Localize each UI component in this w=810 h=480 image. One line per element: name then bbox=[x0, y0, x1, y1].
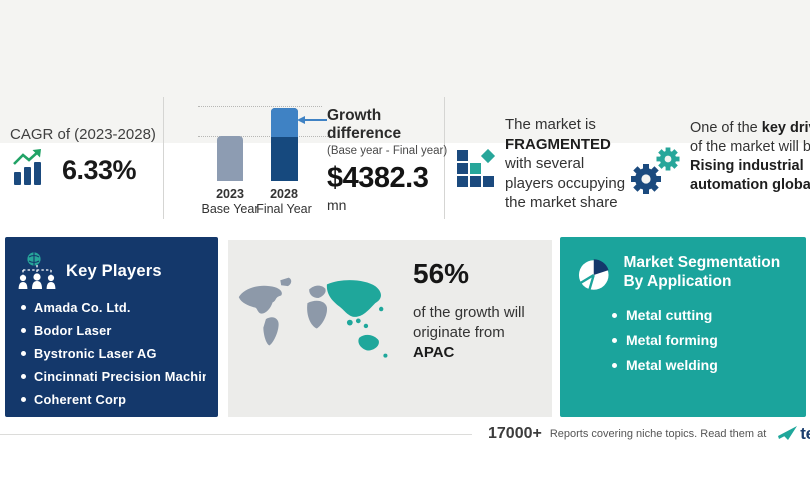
scattered-squares-icon bbox=[457, 149, 496, 187]
growth-difference-arrow-icon bbox=[297, 115, 327, 124]
segmentation-item: Metal forming bbox=[612, 332, 794, 348]
regional-growth-text: 56% of the growth will originate from AP… bbox=[413, 258, 541, 363]
top-stats-row bbox=[0, 0, 810, 143]
segmentation-title: Market Segmentation By Application bbox=[623, 254, 781, 290]
reference-line-2028 bbox=[198, 106, 322, 107]
cagr-value: 6.33% bbox=[62, 155, 137, 185]
apac-growth-percent: 56% bbox=[413, 258, 470, 289]
apac-highlight: APAC bbox=[413, 344, 455, 361]
bar-2028-label: 2028 Final Year bbox=[256, 187, 312, 216]
bar-2028 bbox=[271, 108, 298, 181]
technavio-logo: technavio bbox=[778, 424, 810, 444]
bar-chart-trend-up-icon bbox=[13, 149, 41, 185]
growth-difference-value: $4382.3 bbox=[327, 162, 429, 194]
pie-chart-icon bbox=[578, 259, 609, 291]
driver-highlight-1: key drivers bbox=[761, 120, 810, 136]
gears-icon bbox=[631, 147, 680, 194]
market-fragmentation-text: The market is FRAGMENTED with several pl… bbox=[505, 116, 626, 211]
segmentation-list: Metal cutting Metal forming Metal weldin… bbox=[612, 307, 794, 373]
reports-text: Reports covering niche topics. Read them… bbox=[549, 428, 767, 440]
paper-plane-icon bbox=[778, 426, 798, 440]
key-players-list: Amada Co. Ltd. Bodor Laser Bystronic Las… bbox=[17, 300, 206, 407]
growth-difference-block: Growth difference (Base year - Final yea… bbox=[327, 107, 457, 213]
cagr-label: CAGR of (2023-2028) bbox=[10, 126, 156, 143]
key-player-item: Bystronic Laser AG bbox=[17, 346, 206, 361]
footer-divider bbox=[0, 433, 472, 435]
growth-difference-subtitle: (Base year - Final year) bbox=[327, 145, 448, 157]
segmentation-panel: Market Segmentation By Application Metal… bbox=[560, 237, 806, 417]
key-driver-text: One of the key drivers of the market wil… bbox=[690, 119, 810, 195]
technavio-wordmark: technavio bbox=[800, 424, 810, 443]
regional-growth-panel: 56% of the growth will originate from AP… bbox=[228, 240, 552, 417]
key-player-item: Bodor Laser bbox=[17, 323, 206, 338]
apac-growth-description: of the growth will originate from APAC bbox=[413, 304, 525, 361]
reference-line-2023 bbox=[198, 136, 334, 137]
segmentation-item: Metal cutting bbox=[612, 307, 794, 323]
segmentation-item: Metal welding bbox=[612, 357, 794, 373]
bar-2023-label: 2023 Base Year bbox=[201, 187, 259, 216]
key-players-header: Key Players bbox=[17, 251, 206, 291]
driver-highlight-2: Rising industrial automation globally bbox=[690, 158, 810, 193]
divider bbox=[444, 97, 445, 219]
key-players-panel: Key Players Amada Co. Ltd. Bodor Laser B… bbox=[5, 237, 218, 417]
footer: 17000+ Reports covering niche topics. Re… bbox=[0, 419, 810, 449]
fragmented-highlight: FRAGMENTED bbox=[505, 135, 611, 153]
bar-2023 bbox=[217, 136, 243, 181]
reports-count: 17000+ bbox=[488, 425, 542, 442]
segmentation-header: Market Segmentation By Application bbox=[574, 253, 794, 297]
divider bbox=[163, 97, 164, 219]
world-map bbox=[238, 277, 388, 358]
key-players-title: Key Players bbox=[66, 261, 162, 280]
key-player-item: Amada Co. Ltd. bbox=[17, 300, 206, 315]
growth-difference-unit: mn bbox=[327, 197, 347, 213]
bar-2028-growth-segment bbox=[271, 108, 298, 137]
growth-difference-title: Growth difference bbox=[327, 107, 402, 142]
key-player-item: Coherent Corp bbox=[17, 392, 206, 407]
org-chart-globe-icon bbox=[18, 252, 56, 289]
key-player-item: Cincinnati Precision Machinery, ... bbox=[17, 369, 206, 384]
